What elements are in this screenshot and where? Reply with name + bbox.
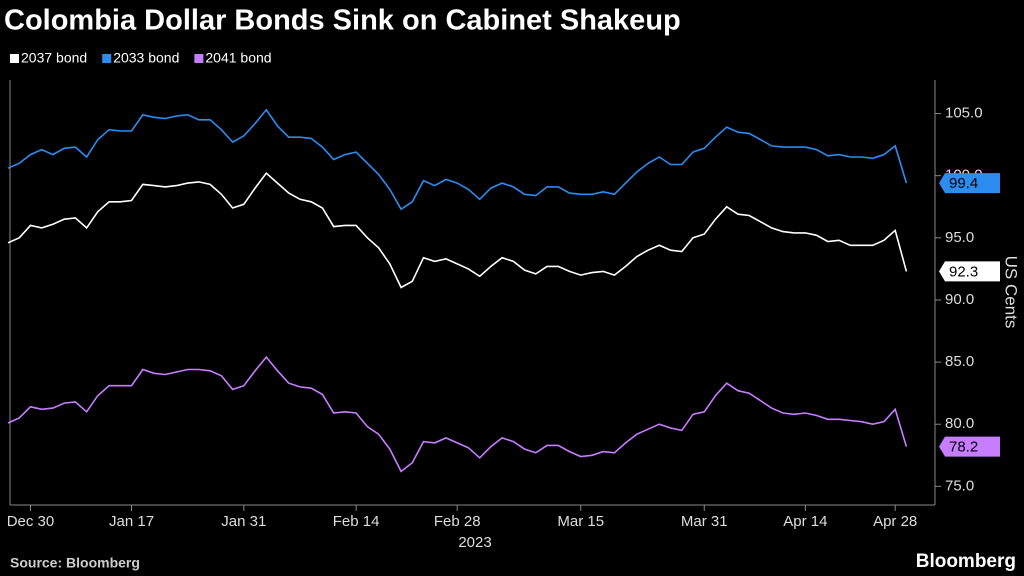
brand: Bloomberg xyxy=(916,551,1016,572)
y-tick-label: 85.0 xyxy=(945,353,974,370)
y-tick-label: 75.0 xyxy=(945,477,974,494)
legend-swatch xyxy=(102,54,112,63)
x-tick-label: Feb 28 xyxy=(434,513,481,530)
x-tick-label: Apr 28 xyxy=(873,513,917,530)
end-label-box xyxy=(939,261,1000,282)
legend-label: 2037 bond xyxy=(21,50,87,66)
x-tick-label: Mar 31 xyxy=(681,513,728,530)
x-tick-label: Feb 14 xyxy=(333,513,380,530)
y-tick-label: 90.0 xyxy=(945,291,974,308)
chart-title: Colombia Dollar Bonds Sink on Cabinet Sh… xyxy=(4,5,681,37)
y-tick-label: 105.0 xyxy=(945,105,983,122)
legend-label: 2033 bond xyxy=(113,50,179,66)
x-tick-label: Dec 30 xyxy=(7,513,55,530)
legend-label: 2041 bond xyxy=(205,50,271,66)
x-tick-label: Jan 17 xyxy=(109,513,154,530)
y-axis-label: US Cents xyxy=(1002,256,1021,329)
series-line xyxy=(7,172,908,289)
y-tick-label: 80.0 xyxy=(945,415,974,432)
legend-swatch xyxy=(10,54,19,63)
end-label-box xyxy=(939,173,1000,194)
x-tick-label: Apr 14 xyxy=(783,513,827,530)
x-tick-label: Mar 15 xyxy=(557,513,604,530)
end-label: 78.2 xyxy=(949,439,978,456)
end-label: 92.3 xyxy=(949,263,978,280)
source: Source: Bloomberg xyxy=(10,555,140,571)
series-line xyxy=(7,108,908,211)
x-tick-label: Jan 31 xyxy=(221,513,266,530)
y-tick-label: 95.0 xyxy=(945,229,974,246)
end-label: 99.4 xyxy=(949,175,978,192)
series-line xyxy=(7,355,908,473)
end-label-box xyxy=(939,436,1000,457)
legend-swatch xyxy=(194,54,204,63)
x-year-label: 2023 xyxy=(458,534,491,551)
